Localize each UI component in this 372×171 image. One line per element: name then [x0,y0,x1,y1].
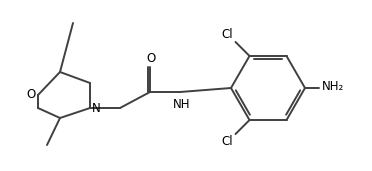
Text: O: O [146,52,155,65]
Text: NH: NH [173,97,191,110]
Text: NH₂: NH₂ [322,80,344,93]
Text: Cl: Cl [222,135,233,148]
Text: N: N [92,102,100,115]
Text: O: O [26,89,36,102]
Text: Cl: Cl [222,28,233,41]
